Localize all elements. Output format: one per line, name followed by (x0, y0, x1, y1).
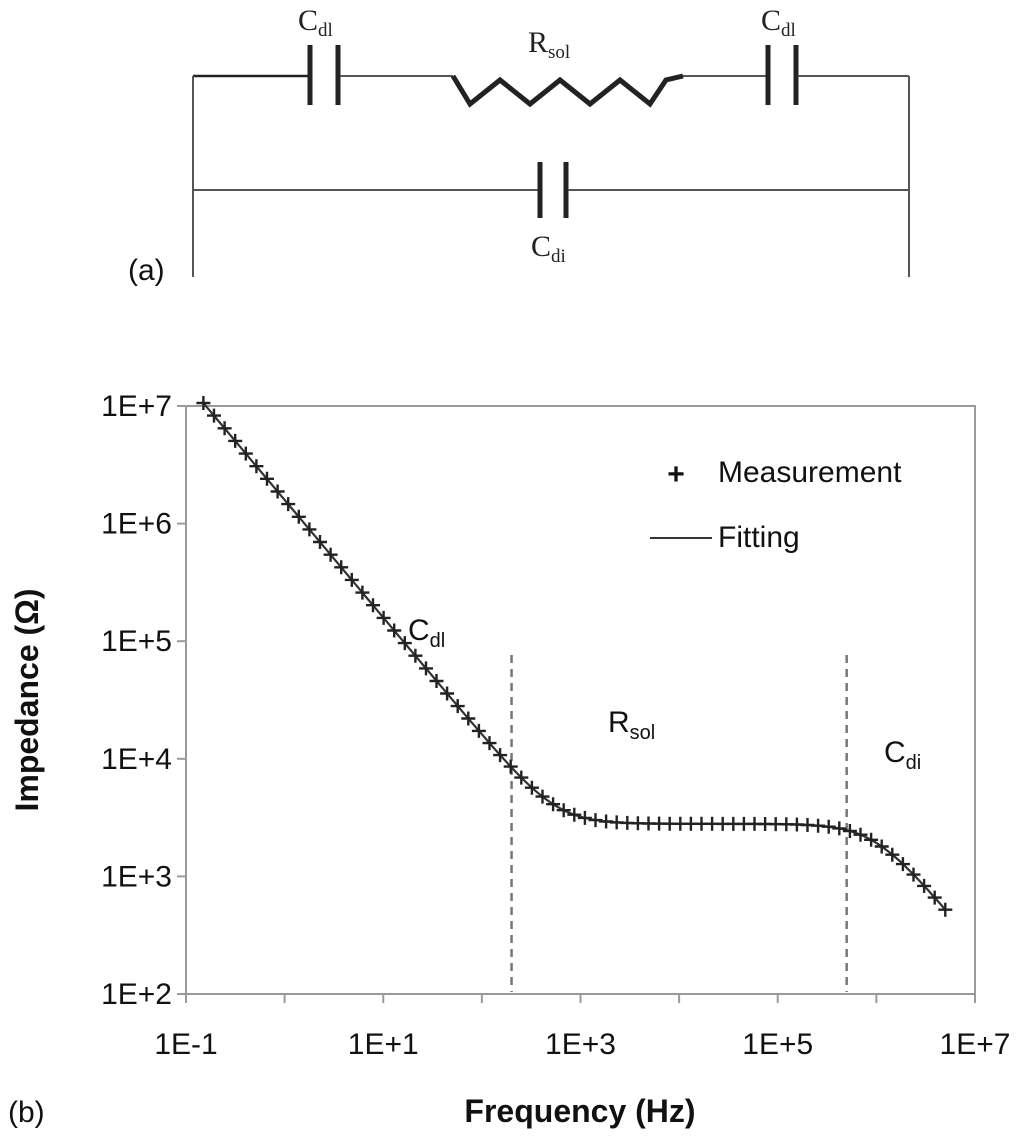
circuit-label-rsol: Rsol (528, 26, 570, 63)
y-tick-label: 1E+5 (101, 625, 172, 658)
measurement-point (493, 748, 508, 763)
measurement-point (429, 674, 444, 688)
region-label-cdi: Cdi (884, 736, 921, 774)
measurement-point (514, 770, 529, 785)
x-axis-title: Frequency (Hz) (464, 1093, 695, 1129)
measurement-point (323, 547, 338, 562)
measurement-point (196, 396, 211, 410)
measurement-layer (196, 396, 953, 917)
measurement-point (302, 522, 317, 537)
measurement-point (927, 890, 942, 905)
measurement-point (313, 535, 327, 549)
measurement-point (260, 471, 274, 486)
region-label-rsol: Rsol (608, 706, 655, 744)
measurement-point (832, 821, 847, 836)
measurement-point (577, 810, 592, 825)
measurement-point (450, 699, 465, 714)
measurement-point (270, 484, 285, 499)
y-tick-label: 1E+3 (101, 860, 172, 893)
measurement-point (482, 736, 497, 751)
measurement-point (524, 780, 539, 795)
measurement-point (535, 789, 550, 804)
equivalent-circuit (192, 45, 910, 277)
measurement-point (864, 832, 879, 847)
measurement-point (842, 824, 857, 838)
measurement-point (376, 610, 391, 625)
x-tick-label: 1E+1 (348, 1028, 419, 1061)
measurement-point (397, 636, 412, 651)
measurement-point (334, 560, 349, 575)
measurement-point (588, 813, 603, 828)
rsol-resistor (450, 73, 684, 108)
measurement-point (238, 446, 253, 461)
measurement-point (895, 857, 910, 872)
measurement-point (938, 902, 953, 917)
measurement-point (853, 827, 868, 842)
measurement-point (291, 509, 306, 524)
measurement-point (546, 797, 561, 812)
x-tick-label: 1E+5 (742, 1028, 813, 1061)
measurement-point (207, 408, 221, 423)
circuit-label-cdl-right: Cdl (761, 4, 796, 41)
measurement-point (556, 803, 571, 818)
measurement-point (217, 421, 232, 436)
legend-label-measurement: Measurement (718, 456, 902, 489)
measurement-point (471, 723, 486, 738)
measurement-point (906, 867, 921, 882)
measurement-point (281, 497, 296, 512)
y-tick-label: 1E+7 (101, 390, 172, 423)
region-dividers (510, 655, 848, 992)
y-tick-label: 1E+6 (101, 508, 172, 541)
y-tick-label: 1E+4 (101, 743, 172, 776)
measurement-point (344, 572, 359, 587)
x-tick-label: 1E-1 (154, 1028, 217, 1061)
plot-area-border (185, 405, 976, 995)
circuit-label-cdi: Cdi (531, 230, 566, 267)
x-tick-label: 1E+3 (545, 1028, 616, 1061)
measurement-point (408, 648, 423, 663)
region-label-cdl: Cdl (408, 614, 445, 652)
y-axis-title: Impedance (Ω) (9, 588, 45, 811)
panel-label-b: (b) (8, 1096, 45, 1129)
x-axis: 1E-1 1E+1 1E+3 1E+5 1E+7 (154, 994, 1010, 1061)
legend-plus-icon: + (667, 458, 685, 491)
measurement-point (355, 585, 370, 600)
y-axis: 1E+2 1E+3 1E+4 1E+5 1E+6 1E+7 (101, 390, 186, 1011)
measurement-point (874, 839, 889, 854)
y-tick-label: 1E+2 (101, 978, 172, 1011)
measurement-point (917, 878, 932, 893)
measurement-point (885, 847, 900, 862)
measurement-point (440, 686, 455, 701)
chart-frame (185, 405, 976, 995)
panel-label-a: (a) (128, 254, 165, 287)
measurement-point (249, 459, 264, 474)
legend: + Measurement Fitting (650, 456, 902, 554)
x-tick-label: 1E+7 (940, 1028, 1011, 1061)
measurement-point (366, 598, 380, 613)
measurement-point (419, 661, 433, 676)
measurement-point (387, 623, 402, 638)
measurement-point (503, 759, 518, 774)
measurement-point (228, 433, 243, 448)
measurement-point (567, 807, 582, 822)
measurement-point (461, 711, 476, 726)
legend-label-fitting: Fitting (718, 521, 800, 554)
circuit-label-cdl-left: Cdl (298, 4, 333, 41)
measurement-point (821, 819, 836, 834)
